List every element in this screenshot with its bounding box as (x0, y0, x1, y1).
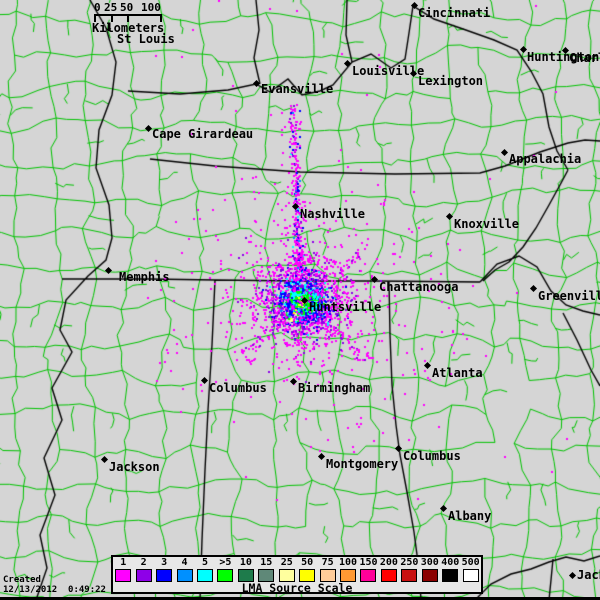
legend-bin: 15 (256, 558, 276, 582)
city-label: Columbus (403, 449, 461, 463)
legend-swatch (421, 569, 438, 582)
city-label: Huntsville (309, 300, 382, 314)
city-label: Nashville (300, 207, 366, 221)
city-label: Knoxville (454, 217, 520, 231)
city-label: Chattanooga (379, 280, 459, 294)
footer-timestamp: 12/13/2012 0:49:22 (3, 585, 106, 595)
scale-ruler-tick (127, 16, 129, 22)
legend-swatch (115, 569, 132, 582)
legend-bin-label: 250 (400, 557, 419, 568)
legend-bin-label: 75 (321, 557, 334, 568)
legend-bin: >5 (215, 558, 235, 582)
legend-swatch (360, 569, 377, 582)
legend-bin-label: 5 (201, 557, 208, 568)
city-label: Jackson (109, 460, 160, 474)
city-label: Huntington (527, 50, 600, 64)
city-label: Atlanta (432, 366, 483, 380)
bottom-border-bar (0, 597, 600, 600)
legend-bin-label: 200 (379, 557, 398, 568)
scale-label: 0 (94, 1, 101, 14)
legend-bin-label: 400 (441, 557, 460, 568)
scale-label: 25 (104, 1, 118, 14)
scale-ruler-tick (111, 16, 113, 22)
city-label: Cincinnati (418, 6, 491, 20)
legend-bin-label: 2 (140, 557, 147, 568)
legend-swatch (462, 569, 479, 582)
city-label: Louisville (352, 64, 425, 78)
legend-swatch (196, 569, 213, 582)
legend-bin: 1 (113, 558, 133, 582)
legend-swatch (442, 569, 459, 582)
city-label: Lexington (418, 74, 484, 88)
legend-swatch (176, 569, 193, 582)
legend-bin-label: 150 (359, 557, 378, 568)
legend-bin: 100 (338, 558, 358, 582)
legend-bin: 4 (174, 558, 194, 582)
legend-bin: 500 (460, 558, 480, 582)
legend-bin-label: 300 (420, 557, 439, 568)
legend-swatch (237, 569, 254, 582)
legend-swatch (401, 569, 418, 582)
legend-swatch (278, 569, 295, 582)
legend-swatch (340, 569, 357, 582)
legend-bin: 10 (236, 558, 256, 582)
legend-bin-label: 50 (301, 557, 314, 568)
scale-ruler (94, 14, 162, 22)
legend-bin-label: 25 (280, 557, 293, 568)
legend-swatch (319, 569, 336, 582)
legend-swatch (299, 569, 316, 582)
city-label: Evansville (261, 82, 334, 96)
scale-label: 50 (120, 1, 134, 14)
legend-bin: 300 (420, 558, 440, 582)
scale-ruler-tick (160, 16, 162, 22)
city-label: Birmingham (298, 381, 371, 395)
city-label: Cape Girardeau (152, 127, 254, 141)
legend-panel: 1 2 3 4 5 >5 10 15 25 50 75 100 150 200 250 300 400 500 L… (111, 555, 483, 594)
legend-bin-label: 3 (161, 557, 168, 568)
legend-bin: 250 (399, 558, 419, 582)
city-label: Charleston (569, 51, 600, 65)
legend-bin: 3 (154, 558, 174, 582)
city-label: Columbus (209, 381, 267, 395)
scale-label: 100 (141, 1, 161, 14)
scale-ruler-tick (94, 16, 96, 22)
legend-bin: 75 (317, 558, 337, 582)
down-arrow-icon: ↓ (104, 17, 114, 35)
city-label: Memphis (119, 270, 170, 284)
legend-title: LMA Source Scale (241, 581, 353, 595)
legend-bin-label: 15 (260, 557, 273, 568)
legend-swatch (156, 569, 173, 582)
legend-bin: 50 (297, 558, 317, 582)
legend-bin: 400 (440, 558, 460, 582)
legend-bin-label: 500 (461, 557, 480, 568)
kilometers-label: Kilometers (92, 21, 165, 35)
footer: Created 12/13/2012 0:49:22 (3, 575, 106, 595)
city-label: Albany (448, 509, 492, 523)
legend-bin: 200 (379, 558, 399, 582)
city-label: Montgomery (326, 457, 399, 471)
legend-bin: 2 (133, 558, 153, 582)
city-label: Greenville (538, 289, 600, 303)
legend-bin-label: 100 (339, 557, 358, 568)
city-label: Appalachia (509, 152, 582, 166)
legend-swatch (258, 569, 275, 582)
legend-bin: 150 (358, 558, 378, 582)
legend-bin-label: 1 (120, 557, 127, 568)
legend-bins: 1 2 3 4 5 >5 10 15 25 50 75 100 150 200 250 300 400 500 (113, 557, 481, 582)
legend-bin-label: >5 (219, 557, 232, 568)
legend-swatch (217, 569, 234, 582)
legend-swatch (135, 569, 152, 582)
city-label: St Louis (117, 32, 175, 46)
legend-bin-label: 4 (181, 557, 188, 568)
footer-created-label: Created (3, 575, 41, 585)
city-label: Jacksonville (577, 568, 600, 582)
legend-bin: 25 (277, 558, 297, 582)
legend-swatch (380, 569, 397, 582)
legend-bin-label: 10 (239, 557, 252, 568)
legend-bin: 5 (195, 558, 215, 582)
